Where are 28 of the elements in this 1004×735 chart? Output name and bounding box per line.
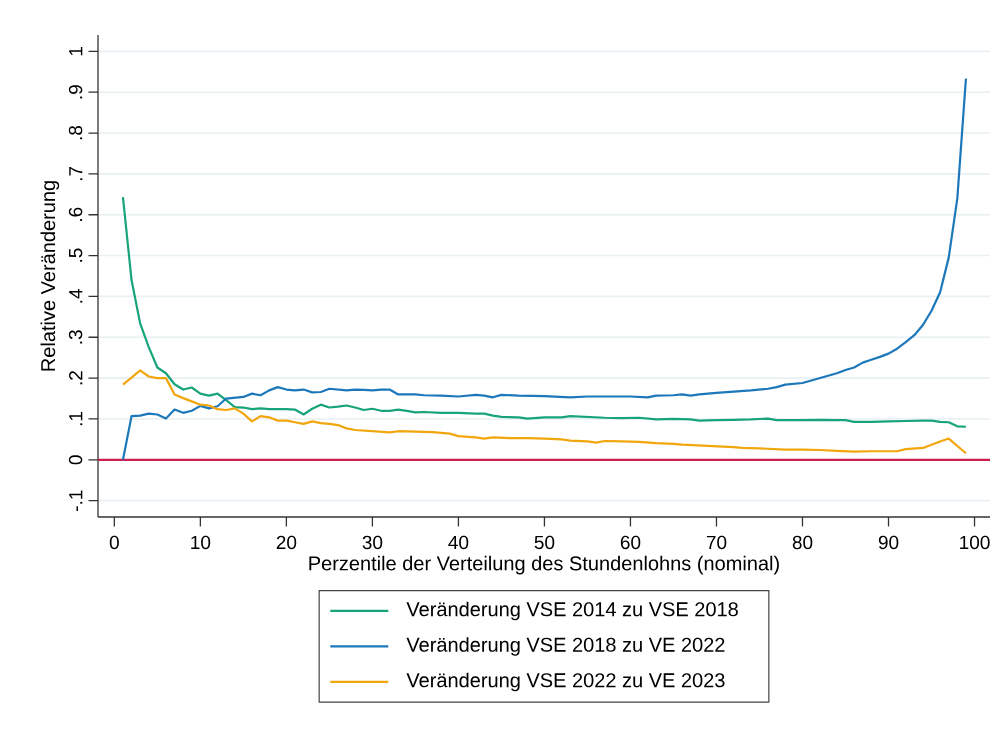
x-axis-title: Perzentile der Verteilung des Stundenlohns (nominal): [309, 555, 779, 575]
x-tick-label: 0: [109, 535, 119, 550]
x-tick-label: 80: [792, 535, 813, 550]
y-tick-label: .2: [69, 371, 83, 385]
y-tick-label: .4: [69, 289, 83, 303]
y-tick-label: .7: [69, 166, 83, 181]
y-tick-label: -.1: [69, 490, 83, 511]
x-tick-label: 20: [276, 535, 297, 550]
y-tick-label: .3: [68, 330, 83, 344]
y-tick-label: 1: [69, 46, 83, 56]
legend-label: Veränderung VSE 2022 zu VE 2023: [406, 672, 725, 692]
y-axis-title: Relative Veränderung: [40, 181, 60, 371]
y-tick-label: .5: [69, 248, 83, 262]
x-tick-label: 100: [960, 535, 990, 550]
y-tick-label: .9: [68, 85, 83, 99]
x-tick-label: 90: [878, 535, 899, 550]
y-tick-label: .1: [69, 411, 83, 426]
legend-label: Veränderung VSE 2018 zu VE 2022: [406, 637, 725, 656]
x-tick-label: 40: [448, 535, 469, 550]
x-tick-label: 70: [706, 535, 727, 550]
x-tick-label: 50: [534, 535, 555, 550]
x-tick-label: 60: [620, 535, 641, 550]
y-tick-label: .6: [68, 207, 83, 221]
x-tick-label: 30: [362, 535, 383, 550]
x-tick-label: 10: [191, 535, 211, 550]
y-tick-label: .8: [68, 125, 83, 140]
legend-label: Veränderung VSE 2014 zu VSE 2018: [406, 601, 738, 621]
y-tick-label: 0: [68, 455, 83, 465]
